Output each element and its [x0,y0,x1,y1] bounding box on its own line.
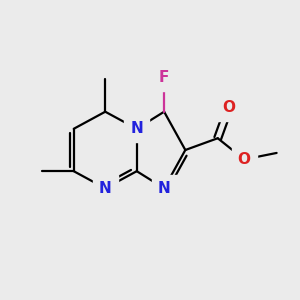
Text: O: O [222,100,236,115]
Text: N: N [99,181,112,196]
Text: F: F [159,70,169,86]
Text: N: N [158,181,170,196]
Text: O: O [238,152,251,167]
Text: N: N [130,121,143,136]
